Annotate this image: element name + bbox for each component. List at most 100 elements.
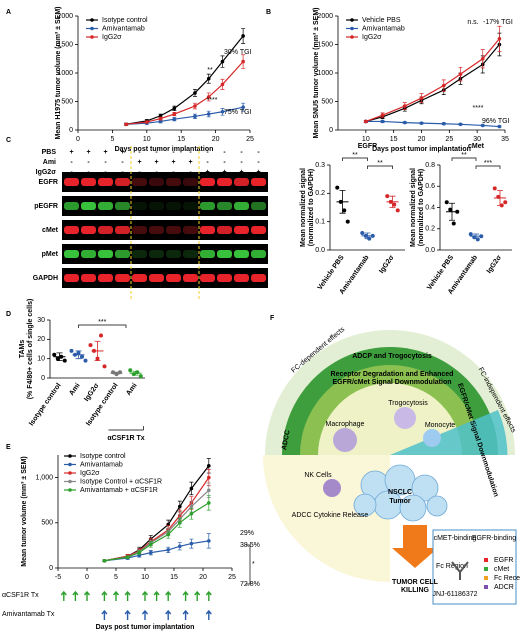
y-axis-label: Mean normalized signal (410, 168, 417, 247)
data-point (335, 185, 340, 190)
annotation: -17% TGI (483, 19, 513, 26)
blot-band (200, 226, 215, 234)
legend-marker (68, 488, 72, 492)
data-point (451, 221, 456, 226)
dosing-label: Amivantamab Tx (2, 611, 55, 618)
blot-band (217, 274, 232, 282)
legend-icon (484, 585, 488, 589)
blot-band (183, 250, 198, 258)
blot-band (98, 202, 113, 210)
dose-arrow (141, 609, 149, 620)
treatment-sign: - (240, 149, 243, 156)
dose-arrow (182, 590, 189, 601)
treatment-sign: + (69, 149, 73, 156)
data-point (135, 370, 140, 375)
data-point (458, 72, 463, 76)
blot-band (115, 226, 130, 234)
data-point (403, 120, 407, 125)
y-tick-label: 1,000 (35, 474, 53, 481)
y-tick-label: 0.6 (425, 183, 435, 190)
data-point (131, 372, 136, 377)
x-tick-label: IgG2σ (83, 382, 101, 403)
cell (399, 494, 427, 522)
blot-band (81, 178, 96, 186)
legend-label: Vehicle PBS (362, 17, 401, 24)
blot-band (132, 202, 147, 210)
blot-band (234, 202, 249, 210)
treatment-sign: - (172, 149, 175, 156)
y-axis-label: (normalized to GAPDH) (308, 169, 315, 246)
data-point (220, 59, 225, 64)
data-point (220, 82, 225, 87)
series-line (365, 120, 500, 128)
y-tick-label: 1000 (317, 70, 333, 77)
data-point (149, 550, 153, 555)
blot-band (166, 250, 181, 258)
y-tick-label: 500 (321, 98, 333, 105)
blot-band (217, 226, 232, 234)
data-point (468, 232, 473, 237)
y-tick-label: 0.0 (425, 247, 435, 254)
significance-bracket (342, 157, 368, 161)
y-tick-label: 0.3 (315, 162, 325, 169)
dose-arrow (60, 590, 67, 601)
x-tick-label: 15 (170, 574, 178, 581)
blot-band (115, 250, 130, 258)
diagram-label: KILLING (401, 587, 430, 594)
group-bracket (108, 426, 144, 431)
chart-title: EGFR (358, 143, 377, 150)
data-point (360, 231, 365, 235)
y-tick-label: 0.4 (425, 204, 435, 211)
blot-band (98, 274, 113, 282)
annotation: 75% TGI (224, 109, 252, 116)
y-tick-label: 0.0 (315, 247, 325, 254)
data-point (118, 370, 122, 375)
data-point (178, 544, 182, 549)
data-point (124, 122, 128, 127)
blot-band (200, 202, 215, 210)
blot-band (149, 202, 164, 210)
blot-band (64, 226, 79, 234)
y-tick-label: 0.2 (315, 190, 325, 197)
treatment-sign: - (104, 159, 107, 166)
dose-arrow (205, 590, 212, 601)
y-tick-label: 0.1 (315, 219, 325, 226)
x-axis-label: Days post tumor implantation (372, 146, 471, 153)
y-tick-label: 2000 (317, 13, 333, 20)
data-point (503, 200, 508, 205)
data-point (385, 194, 390, 199)
blot-row-label: GAPDH (33, 275, 58, 282)
blot-row-label: pMet (42, 251, 59, 258)
x-tick-label: 10 (362, 136, 370, 143)
data-point (158, 119, 163, 124)
data-point (145, 120, 149, 124)
data-point (458, 122, 463, 127)
legend-label: IgG2σ (362, 34, 382, 41)
blot-band (251, 226, 266, 234)
dose-arrow (165, 590, 172, 601)
group-label: αCSF1R Tx (107, 435, 144, 442)
x-tick-label: 30 (473, 136, 481, 143)
blot-strip (62, 172, 268, 192)
x-tick-label: 10 (141, 574, 149, 581)
series-line (104, 540, 209, 562)
diagram-label: NK Cells (304, 472, 332, 479)
legend-label: ADCR (494, 584, 514, 591)
data-point (419, 121, 424, 125)
blot-band (166, 178, 181, 186)
data-point (178, 504, 182, 509)
diagram-label: ADCC Cytokine Release (292, 512, 369, 519)
data-point (55, 356, 60, 361)
error-bar (449, 202, 455, 221)
data-point (338, 199, 343, 204)
legend-label: Amivantamab (80, 461, 123, 468)
blot-band (251, 178, 266, 186)
diagram-label: Tumor (389, 498, 411, 505)
data-point (388, 199, 393, 204)
diagram-shapes (263, 330, 517, 605)
dose-arrow (101, 609, 108, 620)
treatment-sign: - (189, 149, 192, 156)
x-tick-label: 25 (246, 136, 254, 143)
legend-icon (484, 558, 488, 562)
